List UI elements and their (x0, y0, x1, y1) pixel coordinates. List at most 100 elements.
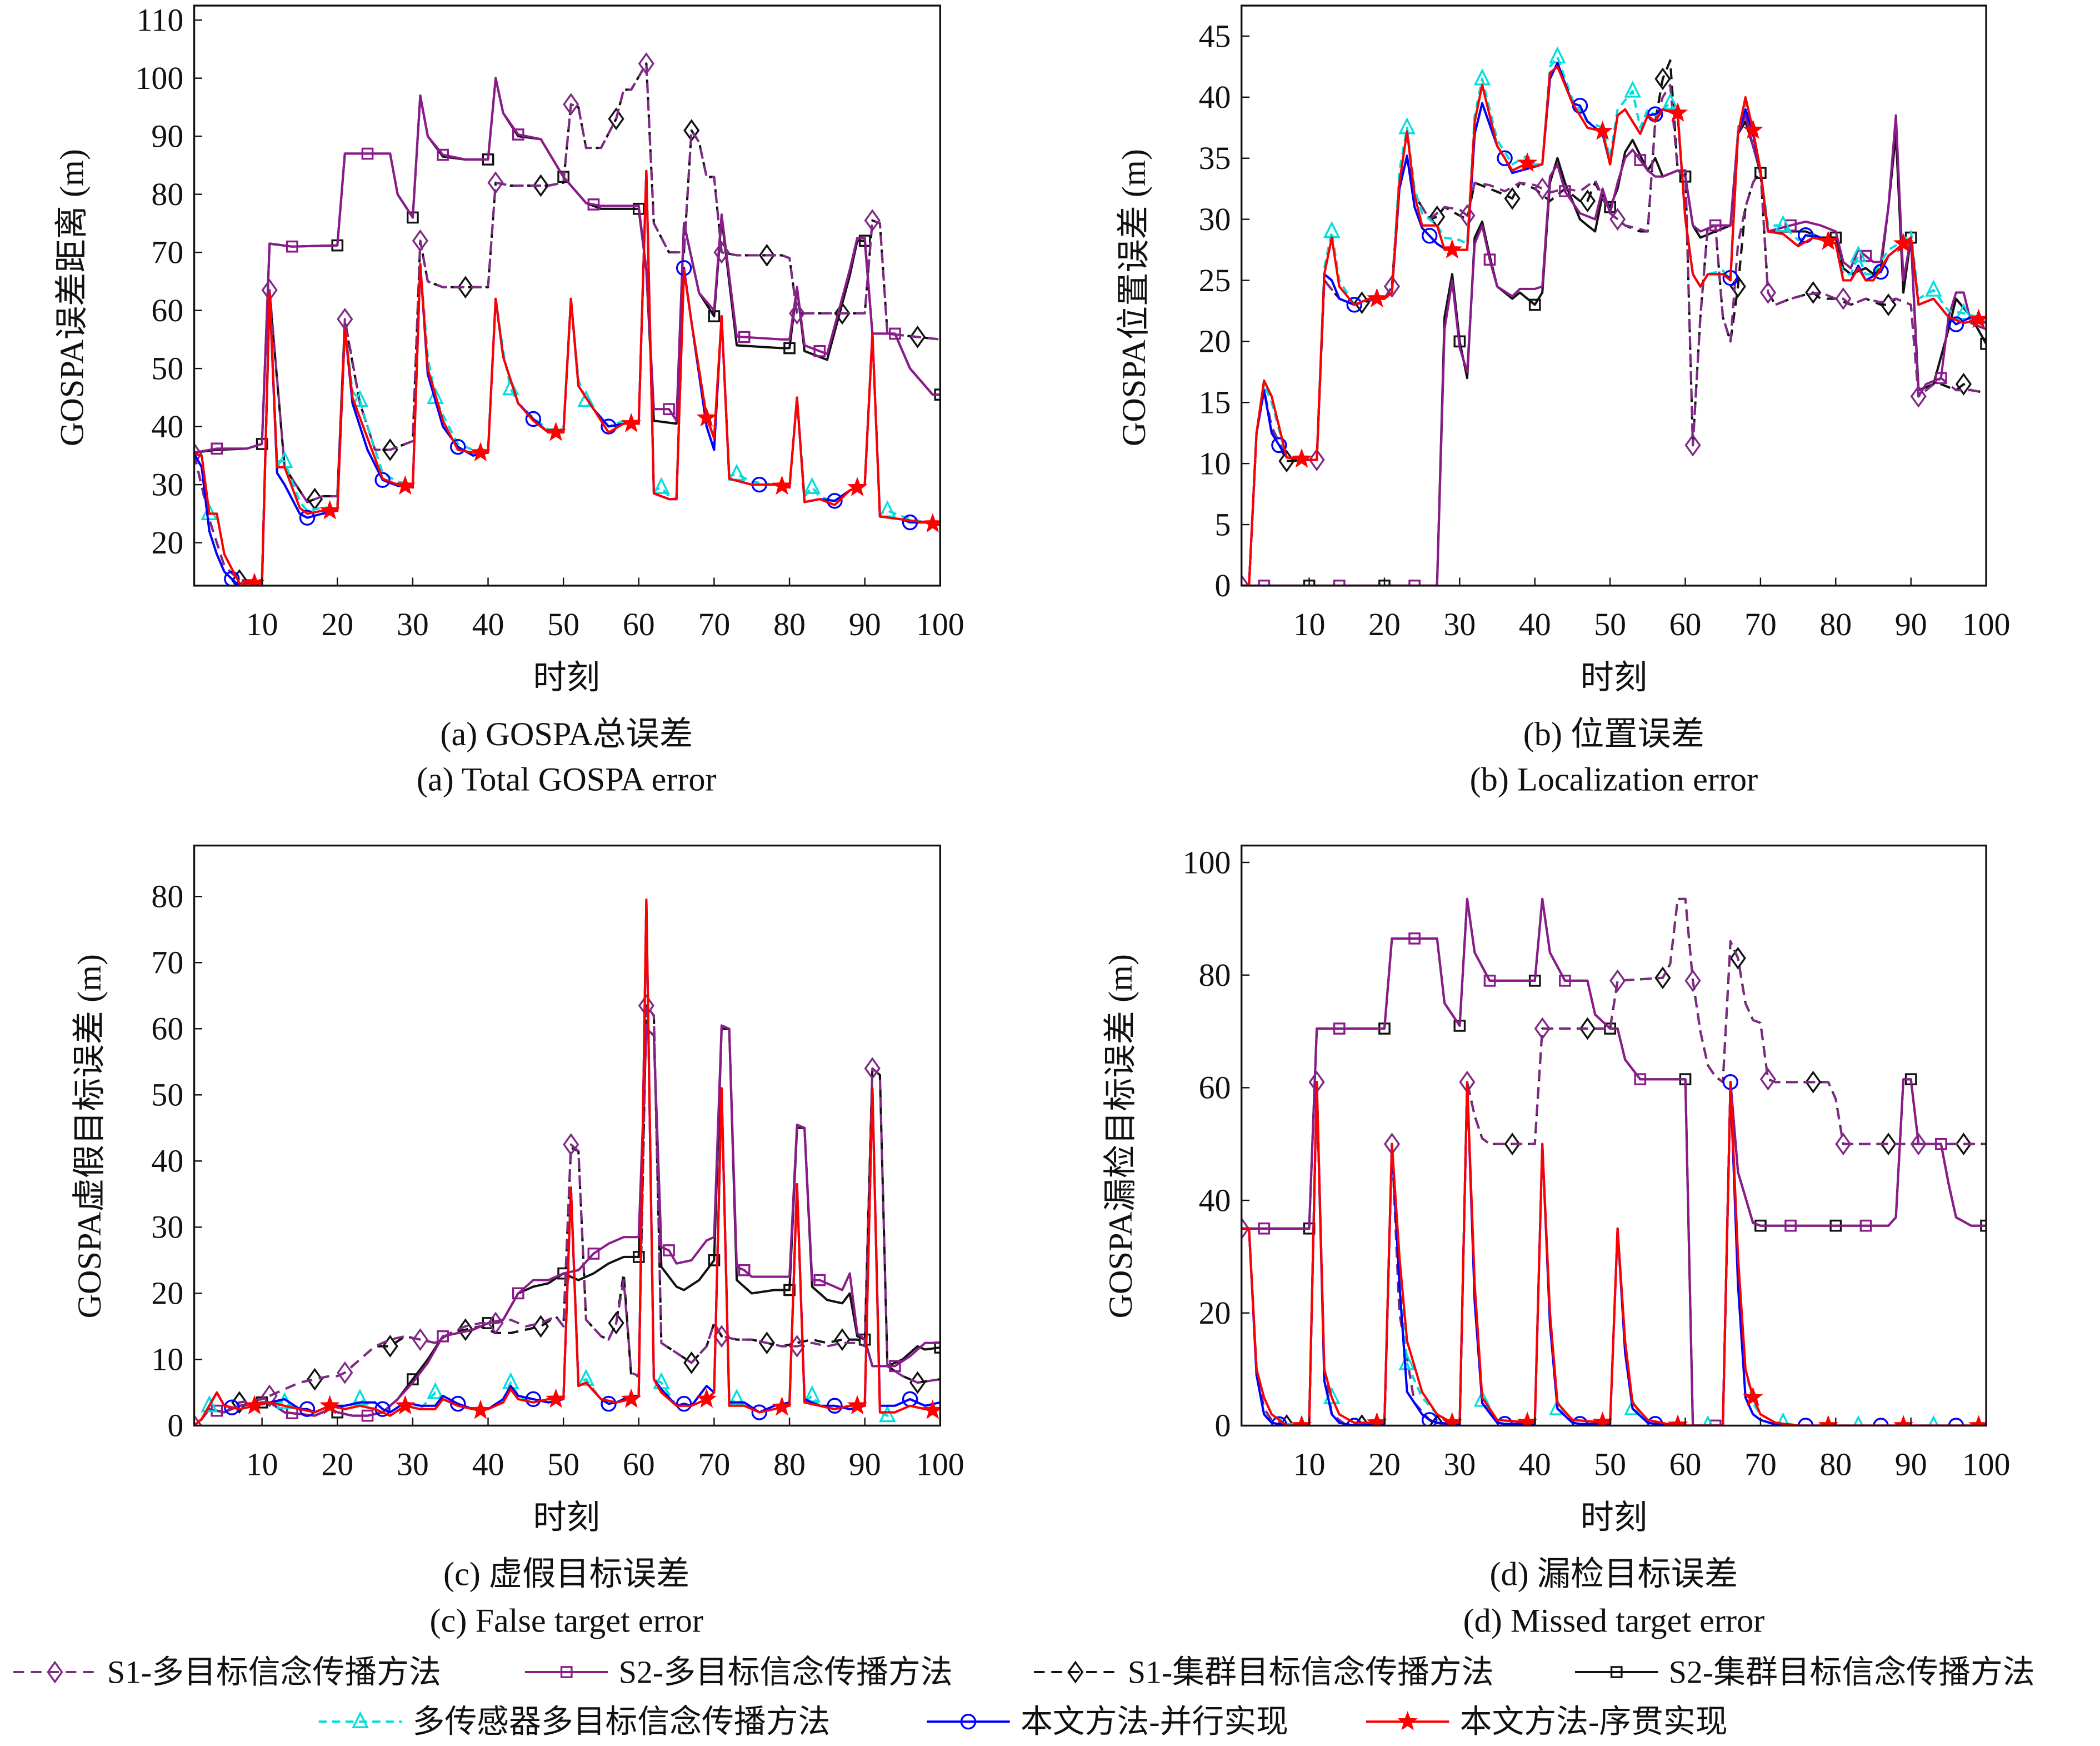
diamond-marker (261, 1384, 278, 1408)
square-marker (708, 1254, 721, 1266)
series-group (1241, 897, 1987, 1426)
series-line-sequential (1241, 1081, 1987, 1426)
diamond-marker (713, 1325, 730, 1348)
diamond-marker (713, 241, 730, 264)
square-marker (1935, 372, 1947, 385)
square-marker (738, 331, 751, 343)
y-axis-title: GOSPA位置误差 (m) (1116, 149, 1153, 446)
x-tick-label: 80 (1819, 1446, 1852, 1483)
star-marker (1667, 1414, 1688, 1426)
circle-marker (676, 1395, 692, 1412)
y-axis-title: GOSPA虚假目标误差 (m) (71, 954, 108, 1319)
square-marker (407, 1373, 419, 1385)
star-marker (470, 442, 491, 462)
y-tick-label: 40 (151, 1143, 183, 1179)
square-marker (632, 1251, 645, 1263)
circle-marker (1572, 1416, 1588, 1426)
circle-marker (1346, 297, 1363, 313)
diamond-marker (608, 1311, 624, 1335)
square-marker (1559, 974, 1571, 987)
diamond-marker (1910, 1133, 1927, 1156)
x-tick-label: 10 (246, 606, 278, 642)
square-marker (1610, 1666, 1623, 1678)
plot-frame (193, 844, 942, 1427)
star-marker (546, 1388, 566, 1408)
square-marker (1333, 1022, 1346, 1035)
circle-marker (601, 1395, 617, 1412)
star-marker (772, 475, 792, 495)
series-line-sequential (194, 899, 941, 1426)
legend-label: 多传感器多目标信念传播方法 (413, 1703, 831, 1739)
star-marker (1291, 1415, 1312, 1426)
diamond-marker (758, 243, 775, 267)
x-tick-label: 40 (1519, 606, 1551, 642)
circle-marker (1948, 316, 1964, 332)
y-tick-label: 20 (151, 525, 183, 561)
x-tick-label: 70 (698, 606, 731, 642)
square-marker (587, 198, 600, 211)
star-marker (1818, 1415, 1839, 1426)
star-marker (1367, 288, 1387, 308)
diamond-marker (1241, 574, 1250, 586)
star-marker (922, 1399, 941, 1419)
triangle-marker (1473, 1389, 1491, 1407)
diamond-marker (382, 438, 398, 461)
square-marker (512, 128, 524, 141)
legend-item-parallel: 本文方法-并行实现 (927, 1703, 1288, 1739)
diamond-marker (487, 171, 504, 194)
square-marker (663, 403, 675, 416)
x-tick-label: 50 (547, 1446, 579, 1483)
x-tick-label: 20 (1368, 606, 1401, 642)
square-marker (437, 1330, 449, 1343)
x-tick-label: 30 (1443, 606, 1476, 642)
diamond-marker (834, 302, 851, 325)
x-tick-label: 10 (1293, 606, 1326, 642)
x-tick-label: 60 (623, 606, 655, 642)
circle-marker (1948, 1418, 1964, 1426)
x-tick-label: 100 (1962, 606, 2011, 642)
circle-marker (525, 1391, 542, 1408)
diamond-marker (1383, 275, 1401, 298)
triangle-marker (201, 1395, 218, 1413)
circle-marker (374, 472, 391, 488)
panel-total-gospa-error: 10 20 30 40 50 60 70 80 90 100 20 30 40 50 60 70 80 90 100… (53, 2, 964, 798)
star-marker (1397, 1710, 1418, 1730)
square-marker (889, 1360, 901, 1373)
y-tick-label: 20 (1199, 1295, 1231, 1331)
triangle-marker (879, 1405, 896, 1423)
legend-label: 本文方法-并行实现 (1021, 1703, 1288, 1739)
triangle-marker (1774, 214, 1792, 232)
series-group (194, 52, 941, 586)
x-axis-title: 时刻 (533, 660, 600, 697)
legend-label: S1-集群目标信念传播方法 (1128, 1654, 1494, 1690)
diamond-marker (532, 174, 549, 197)
y-tick-label: 90 (151, 118, 183, 154)
square-marker (211, 442, 223, 455)
x-tick-label: 60 (1669, 1446, 1702, 1483)
diamond-marker (1910, 385, 1927, 408)
star-marker (847, 1395, 868, 1415)
y-tick-label: 35 (1199, 140, 1231, 176)
square-marker (1258, 1222, 1271, 1235)
star-marker (1442, 1412, 1463, 1426)
circle-marker (224, 1399, 240, 1415)
triangle-marker (1776, 1412, 1790, 1426)
star-marker (319, 1395, 340, 1415)
square-marker (934, 1341, 941, 1354)
star-marker (1592, 121, 1613, 140)
legend-item-s2-multi: S2-多目标信念传播方法 (525, 1654, 953, 1690)
y-tick-label: 10 (1199, 445, 1231, 481)
legend-label: S1-多目标信念传播方法 (107, 1654, 441, 1690)
y-tick-label: 110 (137, 2, 184, 38)
square-marker (1784, 1219, 1797, 1232)
legend-label: S2-集群目标信念传播方法 (1669, 1654, 2035, 1690)
y-tick-label: 10 (151, 1341, 183, 1378)
y-tick-label: 50 (151, 350, 183, 386)
y-tick-label: 100 (136, 60, 184, 96)
series-group (194, 899, 941, 1426)
series-line-s2-group (194, 77, 941, 454)
star-marker (244, 572, 265, 586)
diamond-marker (638, 52, 654, 76)
circle-marker (827, 1398, 843, 1414)
star-marker (470, 1399, 491, 1419)
